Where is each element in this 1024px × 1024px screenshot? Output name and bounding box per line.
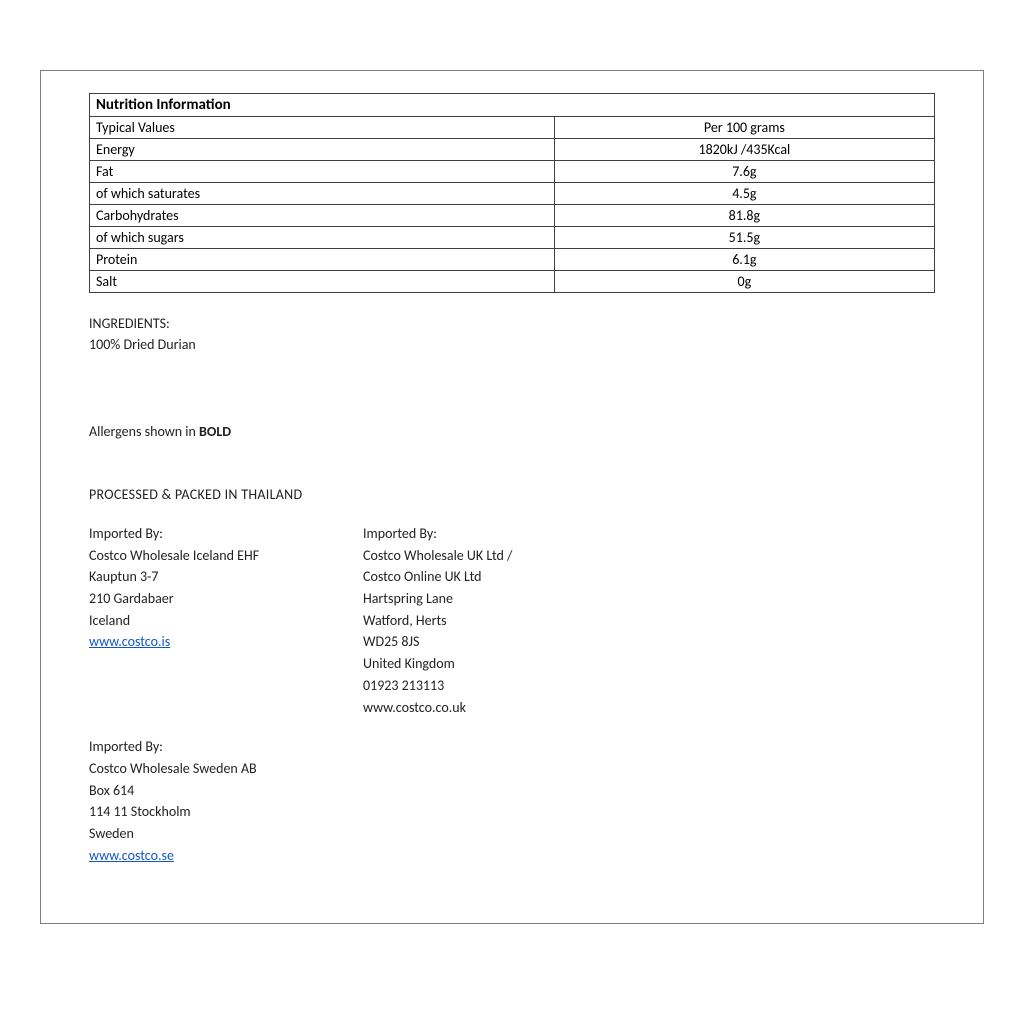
importers-row-1: Imported By: Costco Wholesale Iceland EH… [89, 523, 935, 718]
importer-heading: Imported By: [89, 736, 935, 758]
importer-line: Costco Wholesale Sweden AB [89, 758, 935, 780]
table-row: Energy 1820kJ /435Kcal [90, 139, 935, 161]
row-label: Salt [90, 271, 555, 293]
importer-link[interactable]: www.costco.is [89, 633, 170, 650]
row-value: 0g [554, 271, 934, 293]
importer-line: Kauptun 3-7 [89, 566, 299, 588]
importer-line: Costco Wholesale UK Ltd / [363, 545, 573, 567]
table-row: Protein 6.1g [90, 249, 935, 271]
importer-heading: Imported By: [363, 523, 573, 545]
row-value: 6.1g [554, 249, 934, 271]
importer-line: 210 Gardabaer [89, 588, 299, 610]
row-value: 7.6g [554, 161, 934, 183]
row-label: of which sugars [90, 227, 555, 249]
nutrition-table: Nutrition Information Typical Values Per… [89, 93, 935, 293]
origin-line: PROCESSED & PACKED IN THAILAND [89, 484, 935, 505]
importer-line: www.costco.co.uk [363, 697, 573, 719]
row-value: 4.5g [554, 183, 934, 205]
row-label: Fat [90, 161, 555, 183]
row-value: 51.5g [554, 227, 934, 249]
importer-sweden: Imported By: Costco Wholesale Sweden AB … [89, 736, 935, 866]
importer-line: United Kingdom [363, 653, 573, 675]
importer-line: Costco Wholesale Iceland EHF [89, 545, 299, 567]
ingredients-heading: INGREDIENTS: [89, 313, 935, 334]
importer-heading: Imported By: [89, 523, 299, 545]
table-title: Nutrition Information [90, 94, 935, 117]
table-row: Fat 7.6g [90, 161, 935, 183]
importer-line: Hartspring Lane [363, 588, 573, 610]
ingredients-section: INGREDIENTS: 100% Dried Durian [89, 313, 935, 355]
importer-line: 01923 213113 [363, 675, 573, 697]
importer-line: Costco Online UK Ltd [363, 566, 573, 588]
importer-line: Iceland [89, 610, 299, 632]
col-value: Per 100 grams [554, 117, 934, 139]
importer-line: 114 11 Stockholm [89, 801, 935, 823]
document-frame: Nutrition Information Typical Values Per… [40, 70, 984, 924]
row-label: Protein [90, 249, 555, 271]
col-label: Typical Values [90, 117, 555, 139]
importer-line: Sweden [89, 823, 935, 845]
importer-iceland: Imported By: Costco Wholesale Iceland EH… [89, 523, 299, 718]
table-row: Salt 0g [90, 271, 935, 293]
importer-uk: Imported By: Costco Wholesale UK Ltd / C… [363, 523, 573, 718]
table-row: Carbohydrates 81.8g [90, 205, 935, 227]
row-label: Energy [90, 139, 555, 161]
allergens-prefix: Allergens shown in [89, 423, 199, 440]
importers-row-2: Imported By: Costco Wholesale Sweden AB … [89, 736, 935, 866]
allergens-bold: BOLD [199, 423, 231, 440]
table-row: of which sugars 51.5g [90, 227, 935, 249]
allergens-line: Allergens shown in BOLD [89, 421, 935, 442]
table-columns-row: Typical Values Per 100 grams [90, 117, 935, 139]
row-value: 1820kJ /435Kcal [554, 139, 934, 161]
table-row: of which saturates 4.5g [90, 183, 935, 205]
row-label: of which saturates [90, 183, 555, 205]
importer-link[interactable]: www.costco.se [89, 847, 174, 864]
ingredients-text: 100% Dried Durian [89, 334, 935, 355]
importer-line: Box 614 [89, 780, 935, 802]
importer-line: WD25 8JS [363, 631, 573, 653]
row-label: Carbohydrates [90, 205, 555, 227]
table-header-row: Nutrition Information [90, 94, 935, 117]
row-value: 81.8g [554, 205, 934, 227]
importer-line: Watford, Herts [363, 610, 573, 632]
